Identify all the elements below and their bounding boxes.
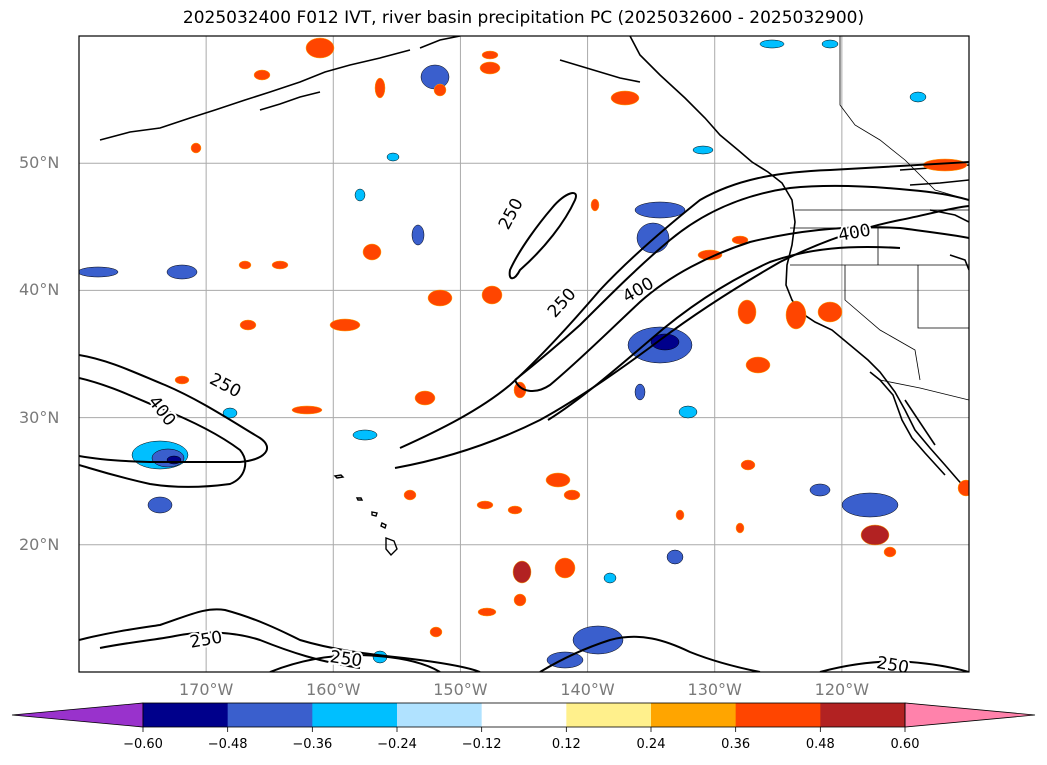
colorbar-segment <box>566 703 652 727</box>
lon-tick-label: 150°W <box>433 680 488 699</box>
contour-label: 400 <box>837 220 872 245</box>
colorbar-extend-min <box>11 702 144 728</box>
contour-label: 400 <box>144 392 180 430</box>
precip-positive-blobs <box>174 37 969 638</box>
lat-tick-label: 30°N <box>19 407 60 427</box>
colorbar-tick-label: 0.60 <box>890 737 920 752</box>
lat-tick-label: 50°N <box>19 153 60 173</box>
colorbar-tick-label: 0.36 <box>721 737 751 752</box>
contour-label: 250 <box>206 369 244 402</box>
hawaii-islands <box>333 474 398 557</box>
colorbar-extend-max <box>904 702 1036 728</box>
lon-tick-label: 120°W <box>814 680 870 699</box>
colorbar-tick-label: −0.12 <box>461 737 502 752</box>
precip-negative-blobs <box>79 39 927 669</box>
colorbar-segment <box>312 703 398 727</box>
colorbar-segment <box>397 703 483 727</box>
political-borders <box>790 36 969 401</box>
graticule <box>79 36 969 672</box>
ivt-contours <box>79 161 969 672</box>
colorbar-segment <box>735 703 821 727</box>
lon-tick-label: 170°W <box>178 680 234 699</box>
contour-label: 250 <box>495 195 528 233</box>
colorbar-segment <box>481 703 567 727</box>
colorbar-segment <box>651 703 737 727</box>
contour-label: 250 <box>875 653 910 678</box>
colorbar-tick-label: 0.24 <box>636 737 666 752</box>
map-frame <box>78 35 970 673</box>
colorbar-tick-label: −0.36 <box>292 737 333 752</box>
lon-tick-label: 160°W <box>306 680 361 699</box>
colorbar-tick-label: −0.60 <box>123 737 163 752</box>
colorbar-tick-label: −0.24 <box>377 737 417 752</box>
chart-title: 2025032400 F012 IVT, river basin precipi… <box>182 8 865 28</box>
lon-tick-label: 140°W <box>560 680 615 699</box>
colorbar-segment <box>820 703 906 727</box>
colorbar-tick-label: 0.12 <box>551 737 581 752</box>
colorbar-segment <box>227 703 313 727</box>
lat-tick-label: 20°N <box>19 534 60 554</box>
lon-tick-label: 130°W <box>687 680 742 699</box>
contour-label: 250 <box>188 628 223 653</box>
lat-tick-label: 40°N <box>19 280 60 300</box>
colorbar-segment <box>143 703 229 727</box>
colorbar <box>11 702 1036 732</box>
colorbar-frame <box>142 702 906 728</box>
colorbar-tick-label: 0.48 <box>805 737 835 752</box>
colorbar-tick-label: −0.48 <box>207 737 248 752</box>
